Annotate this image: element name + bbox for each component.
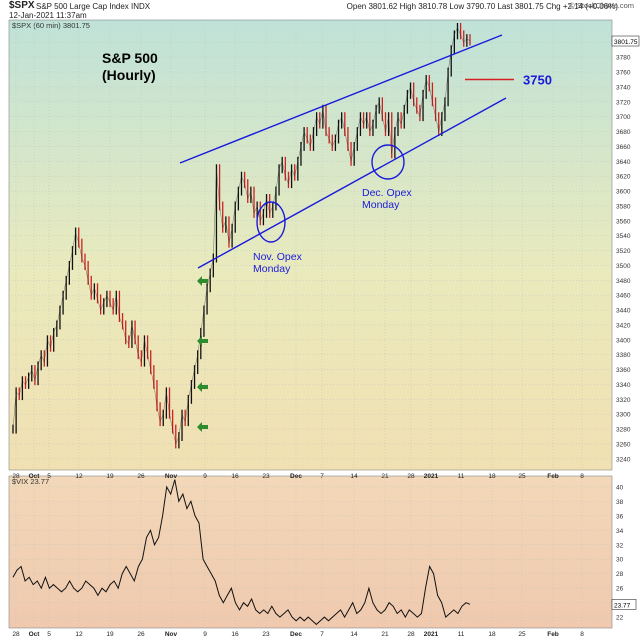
vix-xtick-label: 28	[407, 631, 415, 638]
symbol-description: S&P 500 Large Cap Index INDX	[36, 2, 151, 11]
dec-opex-label-line2: Monday	[362, 199, 400, 211]
vix-last-label: 23.77	[614, 602, 631, 609]
vix-ytick-label: 26	[616, 586, 624, 593]
vix-grid	[9, 476, 612, 628]
vix-xtick-label: Feb	[547, 631, 559, 638]
nov-opex-label-line2: Monday	[253, 263, 291, 275]
spx-ytick-label: 3540	[616, 233, 631, 240]
vix-xtick-label: 2021	[424, 631, 439, 638]
symbol-label: $SPX	[9, 0, 35, 11]
spx-last-badge	[611, 35, 640, 47]
spx-ytick-label: 3740	[616, 84, 631, 91]
channel-upper-line	[179, 34, 503, 164]
nov-opex-ellipse	[256, 201, 286, 243]
spx-ytick-label: 3580	[616, 203, 631, 210]
vix-ytick-label: 32	[616, 542, 624, 549]
spx-ytick-label: 3300	[616, 412, 631, 419]
spx-panel-bg	[8, 19, 613, 471]
spx-ytick-label: 3520	[616, 248, 631, 255]
spx-ytick-label: 3600	[616, 189, 631, 196]
support-arrow-4	[197, 422, 208, 432]
spx-ytick-label: 3560	[616, 218, 631, 225]
vix-ytick-label: 36	[616, 513, 624, 520]
spx-ytick-label: 3280	[616, 427, 631, 434]
vix-xtick-label: 25	[518, 631, 526, 638]
vix-ytick-label: 30	[616, 557, 624, 564]
vix-xtick-label: 21	[381, 631, 389, 638]
spx-ytick-label: 3360	[616, 367, 631, 374]
vix-xtick-label: 19	[106, 631, 114, 638]
dec-opex-label-line1: Dec. Opex	[362, 187, 412, 199]
spx-ytick-label: 3320	[616, 397, 631, 404]
spx-close-line	[12, 26, 471, 445]
spx-ytick-label: 3340	[616, 382, 631, 389]
annotation-subtitle: (Hourly)	[102, 67, 156, 83]
vix-xtick-label: 12	[75, 631, 83, 638]
spx-grid	[9, 20, 612, 470]
vix-xtick-label: 7	[320, 631, 324, 638]
spx-ytick-label: 3640	[616, 159, 631, 166]
vix-ytick-label: 22	[616, 615, 624, 622]
spx-ytick-label: 3380	[616, 352, 631, 359]
spx-ytick-label: 3500	[616, 263, 631, 270]
spx-ytick-label: 3400	[616, 337, 631, 344]
vix-xtick-label: Oct	[29, 631, 41, 638]
vix-xtick-label: 8	[580, 631, 584, 638]
spx-ytick-label: 3700	[616, 114, 631, 121]
vix-panel-bg	[8, 475, 613, 629]
vix-ytick-label: 38	[616, 499, 624, 506]
channel-lower-line	[197, 97, 507, 269]
spx-ytick-label: 3480	[616, 278, 631, 285]
annotation-title: S&P 500	[102, 50, 158, 66]
spx-ytick-label: 3780	[616, 55, 631, 62]
vix-last-badge	[611, 599, 637, 610]
spx-ytick-label: 3240	[616, 456, 631, 463]
nov-opex-label-line1: Nov. Opex	[253, 251, 303, 263]
spx-ytick-label: 3720	[616, 99, 631, 106]
spx-ytick-label: 3460	[616, 293, 631, 300]
level-3750-label: 3750	[523, 73, 552, 88]
vix-ticker-label: $VIX 23.77	[12, 477, 49, 486]
vix-ytick-label: 40	[616, 484, 624, 491]
vix-xtick-label: Nov	[165, 631, 178, 638]
spx-last-label: 3801.75	[614, 39, 638, 46]
vix-xtick-label: 16	[231, 631, 239, 638]
spx-ytick-label: 3620	[616, 174, 631, 181]
vix-xtick-label: 14	[350, 631, 358, 638]
spx-xtick-label: Oct	[29, 473, 41, 480]
spx-ytick-label: 3260	[616, 441, 631, 448]
spx-ytick-label: 3680	[616, 129, 631, 136]
support-arrow-3	[197, 382, 208, 392]
vix-xtick-label: 23	[262, 631, 270, 638]
stockcharts-watermark: © StockCharts.com	[569, 1, 634, 10]
quote-label: Open 3801.62 High 3810.78 Low 3790.70 La…	[346, 2, 618, 11]
support-arrow-1	[197, 276, 208, 286]
date-label: 12-Jan-2021 11:37am	[9, 11, 87, 20]
vix-line	[12, 479, 471, 626]
vix-xtick-label: 26	[137, 631, 145, 638]
vix-xtick-label: 28	[12, 631, 20, 638]
dec-opex-ellipse	[371, 144, 405, 180]
support-arrow-2	[197, 336, 208, 346]
vix-xtick-label: 11	[458, 631, 465, 638]
vix-xtick-label: 18	[488, 631, 496, 638]
spx-ytick-label: 3440	[616, 308, 631, 315]
vix-xtick-label: 5	[47, 631, 51, 638]
vix-ytick-label: 34	[616, 528, 624, 535]
spx-ticker-label: $SPX (60 min) 3801.75	[12, 21, 90, 30]
spx-ytick-label: 3420	[616, 322, 631, 329]
spx-ytick-label: 3660	[616, 144, 631, 151]
vix-xtick-label: Dec	[290, 631, 302, 638]
spx-ytick-label: 3760	[616, 70, 631, 77]
vix-xtick-label: 9	[203, 631, 207, 638]
vix-ytick-label: 28	[616, 571, 624, 578]
